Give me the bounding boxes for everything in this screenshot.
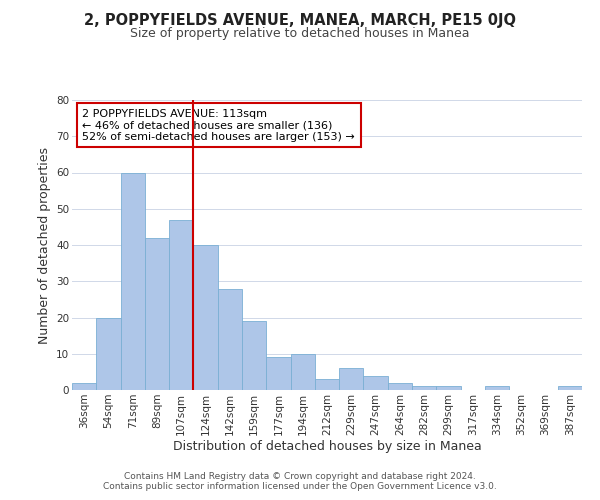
Bar xyxy=(364,376,388,390)
Bar xyxy=(121,172,145,390)
Bar xyxy=(72,383,96,390)
Text: Size of property relative to detached houses in Manea: Size of property relative to detached ho… xyxy=(130,28,470,40)
Text: Contains HM Land Registry data © Crown copyright and database right 2024.: Contains HM Land Registry data © Crown c… xyxy=(124,472,476,481)
Text: 2 POPPYFIELDS AVENUE: 113sqm
← 46% of detached houses are smaller (136)
52% of s: 2 POPPYFIELDS AVENUE: 113sqm ← 46% of de… xyxy=(82,108,355,142)
Bar xyxy=(558,386,582,390)
Bar xyxy=(412,386,436,390)
Bar xyxy=(193,245,218,390)
Bar xyxy=(242,321,266,390)
Bar xyxy=(339,368,364,390)
Bar xyxy=(315,379,339,390)
Bar xyxy=(96,318,121,390)
Bar xyxy=(169,220,193,390)
Bar xyxy=(388,383,412,390)
Text: Contains public sector information licensed under the Open Government Licence v3: Contains public sector information licen… xyxy=(103,482,497,491)
Bar xyxy=(218,288,242,390)
Bar xyxy=(485,386,509,390)
Bar xyxy=(266,358,290,390)
Y-axis label: Number of detached properties: Number of detached properties xyxy=(38,146,50,344)
Text: 2, POPPYFIELDS AVENUE, MANEA, MARCH, PE15 0JQ: 2, POPPYFIELDS AVENUE, MANEA, MARCH, PE1… xyxy=(84,12,516,28)
Bar xyxy=(145,238,169,390)
Bar xyxy=(436,386,461,390)
X-axis label: Distribution of detached houses by size in Manea: Distribution of detached houses by size … xyxy=(173,440,481,454)
Bar xyxy=(290,354,315,390)
